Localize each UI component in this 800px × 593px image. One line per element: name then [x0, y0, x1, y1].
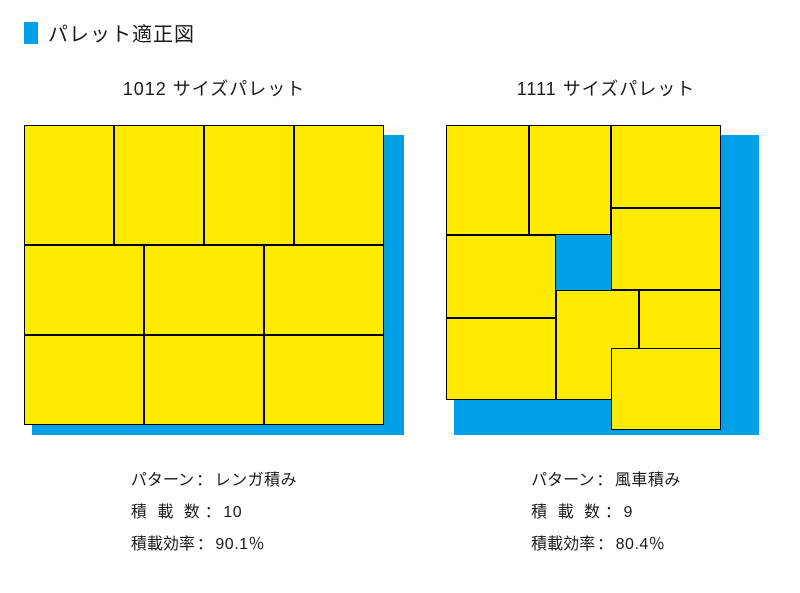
- pallet-box: [611, 208, 721, 291]
- panel-1012-title: 1012 サイズパレット: [123, 75, 306, 101]
- info-label: 積載効率: [131, 529, 195, 561]
- info-label: 積 載 数: [531, 497, 603, 529]
- info-value: 80.4％: [616, 529, 666, 561]
- pallet-box: [446, 125, 529, 235]
- info-value: 風車積み: [615, 465, 681, 497]
- panel-1111-stage: [446, 125, 766, 435]
- pallet-box: [264, 335, 384, 425]
- info-label: パターン: [131, 465, 194, 497]
- pallet-box: [294, 125, 384, 245]
- pallet-box: [144, 335, 264, 425]
- info-separator: ：: [603, 497, 624, 529]
- panel-1111-info: パターン：風車積み積 載 数：9積載効率：80.4％: [531, 465, 681, 561]
- pallet-box: [144, 245, 264, 335]
- pallet-box: [446, 318, 556, 401]
- info-value: レンガ積み: [215, 465, 298, 497]
- pallet-box: [446, 235, 556, 318]
- pallet-box: [24, 245, 144, 335]
- pallet-box: [114, 125, 204, 245]
- pallet-box: [204, 125, 294, 245]
- info-value: 10: [223, 497, 242, 529]
- panel-1111: 1111 サイズパレット パターン：風車積み積 載 数：9積載効率：80.4％: [446, 75, 766, 561]
- info-label: 積 載 数: [131, 497, 203, 529]
- panel-1012-info: パターン：レンガ積み積 載 数：10積載効率：90.1％: [131, 465, 297, 561]
- pallet-box: [264, 245, 384, 335]
- page-title-row: パレット適正図: [24, 18, 776, 47]
- info-row: 積載効率：80.4％: [531, 529, 681, 561]
- info-value: 90.1％: [215, 529, 265, 561]
- info-row: 積 載 数：9: [531, 497, 681, 529]
- info-label: パターン: [531, 465, 594, 497]
- info-separator: ：: [594, 465, 615, 497]
- info-separator: ：: [194, 465, 215, 497]
- panel-1012: 1012 サイズパレット パターン：レンガ積み積 載 数：10積載効率：90.1…: [24, 75, 404, 561]
- panels-container: 1012 サイズパレット パターン：レンガ積み積 載 数：10積載効率：90.1…: [24, 75, 776, 561]
- info-separator: ：: [203, 497, 224, 529]
- panel-1012-stage: [24, 125, 404, 435]
- pallet-box: [611, 348, 721, 431]
- page-title: パレット適正図: [48, 18, 195, 47]
- info-row: パターン：風車積み: [531, 465, 681, 497]
- info-separator: ：: [195, 529, 216, 561]
- pallet-box: [529, 125, 612, 235]
- info-row: パターン：レンガ積み: [131, 465, 297, 497]
- pallet-box: [24, 125, 114, 245]
- pallet-box: [24, 335, 144, 425]
- info-value: 9: [624, 497, 633, 529]
- title-marker-icon: [24, 22, 38, 44]
- info-separator: ：: [595, 529, 616, 561]
- pallet-box: [611, 125, 721, 208]
- info-label: 積載効率: [531, 529, 595, 561]
- info-row: 積載効率：90.1％: [131, 529, 297, 561]
- info-row: 積 載 数：10: [131, 497, 297, 529]
- panel-1111-title: 1111 サイズパレット: [517, 75, 696, 101]
